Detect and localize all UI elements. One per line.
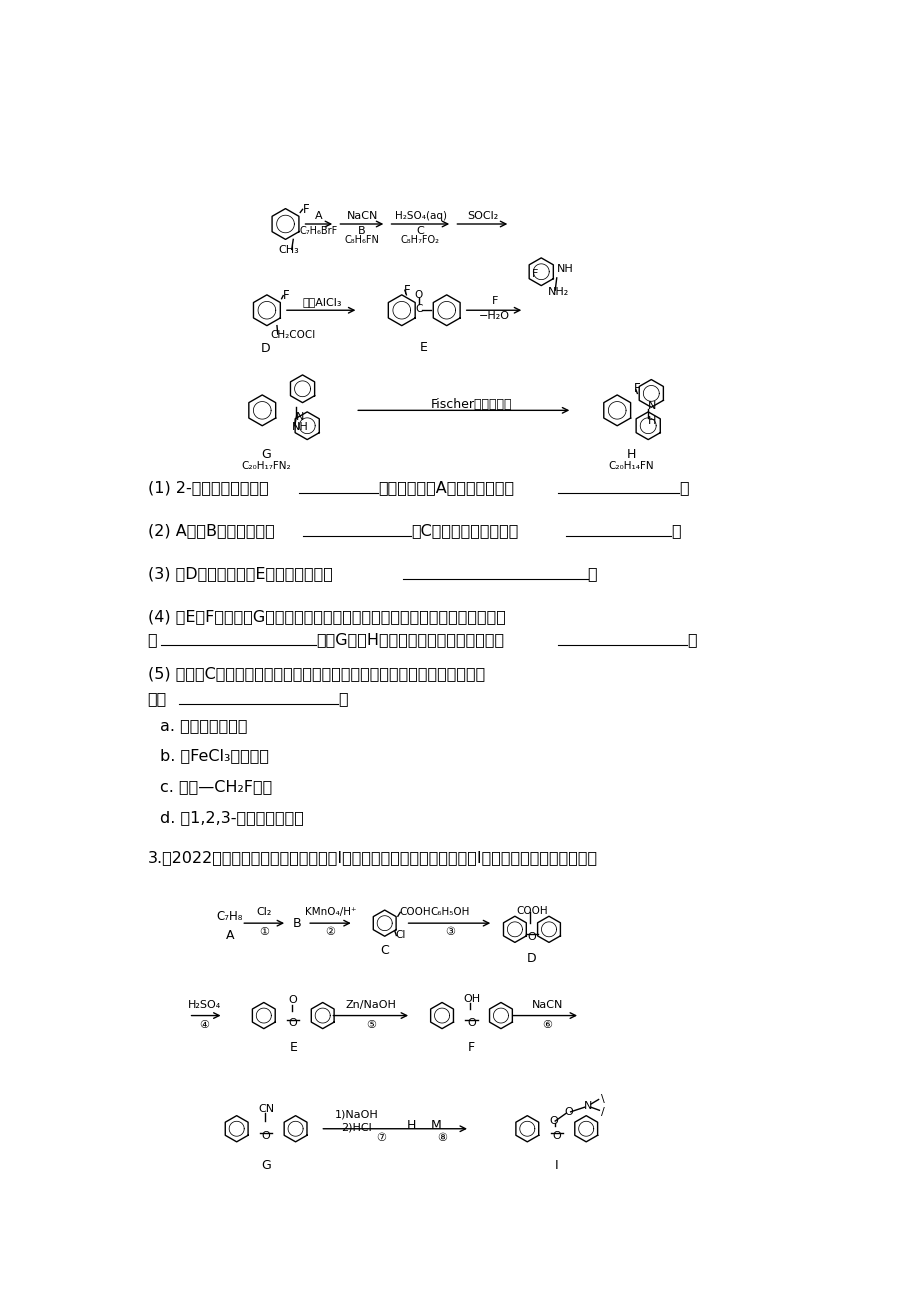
- Text: COOH: COOH: [399, 907, 431, 918]
- Text: C: C: [414, 303, 422, 314]
- Text: Cl: Cl: [395, 931, 405, 940]
- Text: O: O: [527, 932, 536, 943]
- Text: a. 能发生银镜反应: a. 能发生银镜反应: [160, 717, 247, 733]
- Text: H₂SO₄: H₂SO₄: [187, 1000, 221, 1010]
- Text: SOCl₂: SOCl₂: [467, 211, 498, 220]
- Text: OH: OH: [462, 993, 480, 1004]
- Text: ；C中含氧官能团名称为: ；C中含氧官能团名称为: [411, 523, 518, 538]
- Text: Fischer吲哚合成法: Fischer吲哚合成法: [430, 397, 512, 410]
- Text: G: G: [261, 1159, 271, 1172]
- Text: 3.（2022四川宜宾适应性考试）有机物I是制备药物普鲁苯辛的中间体，I的一种合成路线如图所示：: 3.（2022四川宜宾适应性考试）有机物I是制备药物普鲁苯辛的中间体，I的一种合…: [147, 850, 597, 866]
- Text: CN: CN: [258, 1104, 274, 1113]
- Text: c. 具有—CH₂F基团: c. 具有—CH₂F基团: [160, 780, 272, 794]
- Text: D: D: [527, 952, 536, 965]
- Text: C₈H₇FO₂: C₈H₇FO₂: [401, 236, 439, 245]
- Text: 。: 。: [686, 633, 696, 647]
- Text: C: C: [416, 227, 424, 236]
- Text: (2) A生成B的反应类型为: (2) A生成B的反应类型为: [147, 523, 274, 538]
- Text: F: F: [468, 1042, 474, 1055]
- Text: I: I: [554, 1159, 558, 1172]
- Text: (5) 化合物C的同分异构体中，写出能同时满足下列条件的三种分子的结构简: (5) 化合物C的同分异构体中，写出能同时满足下列条件的三种分子的结构简: [147, 667, 484, 681]
- Text: N: N: [583, 1100, 591, 1111]
- Text: NaCN: NaCN: [531, 1000, 562, 1010]
- Text: KMnO₄/H⁺: KMnO₄/H⁺: [304, 907, 356, 918]
- Text: NH₂: NH₂: [547, 286, 568, 297]
- Text: NH: NH: [556, 264, 573, 273]
- Text: O: O: [467, 1018, 475, 1029]
- Text: ①: ①: [258, 927, 268, 937]
- Text: G: G: [261, 448, 271, 461]
- Text: H: H: [626, 448, 635, 461]
- Text: O: O: [549, 1116, 558, 1126]
- Text: 为: 为: [147, 633, 157, 647]
- Text: C₆H₅OH: C₆H₅OH: [430, 907, 469, 918]
- Text: O: O: [564, 1107, 573, 1117]
- Text: C₇H₆BrF: C₇H₆BrF: [300, 227, 337, 236]
- Text: F: F: [302, 203, 309, 216]
- Text: A: A: [314, 211, 323, 221]
- Text: ③: ③: [444, 927, 454, 937]
- Text: CH₂COCl: CH₂COCl: [270, 329, 316, 340]
- Text: F: F: [491, 296, 497, 306]
- Text: d. 属1,2,3-三取代苯衍生物: d. 属1,2,3-三取代苯衍生物: [160, 810, 303, 825]
- Text: H: H: [406, 1120, 415, 1133]
- Text: F: F: [403, 284, 410, 297]
- Text: H₂SO₄(aq): H₂SO₄(aq): [394, 211, 447, 220]
- Text: H: H: [648, 417, 656, 426]
- Text: 种；由它生成A的试剂与条件是: 种；由它生成A的试剂与条件是: [378, 480, 514, 495]
- Text: N: N: [296, 411, 304, 422]
- Text: ⑦: ⑦: [376, 1133, 386, 1143]
- Text: Cl₂: Cl₂: [255, 907, 271, 918]
- Text: A: A: [225, 930, 233, 941]
- Text: O: O: [289, 995, 298, 1005]
- Text: C₈H₆FN: C₈H₆FN: [344, 236, 379, 245]
- Text: 。: 。: [678, 480, 688, 495]
- Text: \: \: [601, 1095, 605, 1104]
- Text: COOH: COOH: [516, 906, 547, 915]
- Text: (1) 2-氟甲苯的等效氢有: (1) 2-氟甲苯的等效氢有: [147, 480, 268, 495]
- Text: ⑤: ⑤: [366, 1019, 375, 1030]
- Text: O: O: [289, 1018, 298, 1029]
- Text: D: D: [260, 342, 270, 355]
- Text: ；由G生成H还产生了一种无机分子，它是: ；由G生成H还产生了一种无机分子，它是: [316, 633, 505, 647]
- Text: C₂₀H₁₇FN₂: C₂₀H₁₇FN₂: [241, 461, 290, 471]
- Text: /: /: [601, 1107, 605, 1117]
- Text: C₂₀H₁₄FN: C₂₀H₁₄FN: [607, 461, 653, 471]
- Text: (4) 由E与F反应生成G，经历多步反应。第一步为加成反应，生成物的结构简式: (4) 由E与F反应生成G，经历多步反应。第一步为加成反应，生成物的结构简式: [147, 609, 505, 624]
- Text: F: F: [633, 383, 641, 396]
- Text: CH₃: CH₃: [278, 245, 299, 255]
- Text: 。: 。: [671, 523, 680, 538]
- Text: N: N: [648, 401, 656, 411]
- Text: NH: NH: [291, 422, 308, 432]
- Text: 2)HCl: 2)HCl: [341, 1122, 372, 1133]
- Text: F: F: [283, 289, 289, 302]
- Text: 苯、AlCl₃: 苯、AlCl₃: [302, 297, 342, 307]
- Text: C₇H₈: C₇H₈: [216, 910, 243, 923]
- Text: 。: 。: [338, 691, 347, 706]
- Text: b. 遇FeCl₃溶液显色: b. 遇FeCl₃溶液显色: [160, 749, 268, 763]
- Text: ④: ④: [199, 1019, 209, 1030]
- Text: ⑥: ⑥: [542, 1019, 551, 1030]
- Text: O: O: [414, 290, 423, 299]
- Text: E: E: [289, 1042, 297, 1055]
- Text: E: E: [419, 341, 427, 354]
- Text: M: M: [431, 1120, 441, 1133]
- Text: Zn/NaOH: Zn/NaOH: [345, 1000, 396, 1010]
- Text: ⑧: ⑧: [437, 1133, 447, 1143]
- Text: C: C: [380, 944, 389, 957]
- Text: B: B: [292, 917, 301, 930]
- Text: O: O: [262, 1131, 270, 1142]
- Text: 。: 。: [587, 566, 596, 581]
- Text: B: B: [357, 227, 365, 236]
- Text: O: O: [551, 1131, 561, 1142]
- Text: F: F: [531, 270, 538, 279]
- Text: (3) 由D与苯反应生成E的化学方程式为: (3) 由D与苯反应生成E的化学方程式为: [147, 566, 332, 581]
- Text: NaCN: NaCN: [347, 211, 379, 220]
- Text: 1)NaOH: 1)NaOH: [335, 1109, 379, 1120]
- Text: 式：: 式：: [147, 691, 166, 706]
- Text: ②: ②: [325, 927, 335, 937]
- Text: −H₂O: −H₂O: [479, 311, 510, 322]
